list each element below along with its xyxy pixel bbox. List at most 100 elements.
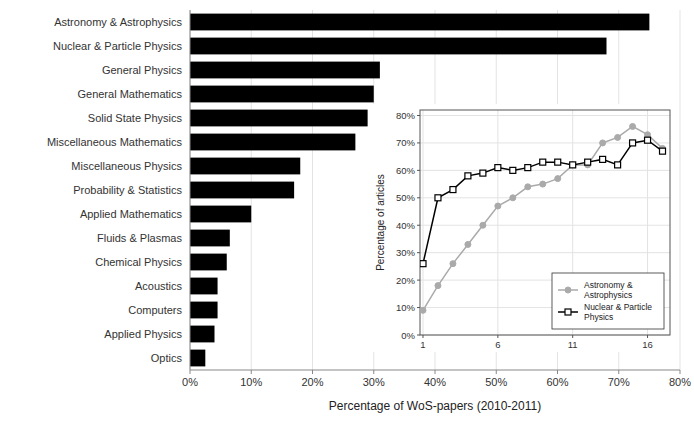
bar bbox=[190, 326, 215, 343]
tick-label: 80% bbox=[396, 110, 416, 121]
grid-line bbox=[420, 115, 670, 116]
point bbox=[435, 283, 441, 289]
point bbox=[510, 195, 516, 201]
tick-mark bbox=[618, 370, 619, 374]
line bbox=[423, 126, 663, 310]
category-label: Probability & Statistics bbox=[73, 184, 182, 196]
category-label: Computers bbox=[128, 304, 182, 316]
point bbox=[450, 261, 456, 267]
tick-label: 30% bbox=[396, 247, 416, 258]
bar bbox=[190, 62, 380, 79]
point bbox=[510, 167, 516, 173]
line bbox=[423, 140, 663, 263]
chart: Astronomy & Astrophysics Nuclear & Partic… bbox=[0, 0, 694, 424]
tick-label: 40% bbox=[396, 220, 416, 231]
tick-mark bbox=[417, 335, 420, 336]
y-axis-line bbox=[190, 10, 191, 370]
point bbox=[525, 184, 531, 190]
point bbox=[570, 162, 576, 168]
tick-label: 60% bbox=[396, 165, 416, 176]
inset-background bbox=[372, 104, 676, 352]
tick-mark bbox=[497, 335, 498, 338]
point bbox=[540, 181, 546, 187]
legend-label: Astronomy &Astrophysics bbox=[584, 280, 633, 300]
grid-line bbox=[422, 110, 423, 335]
tick-mark bbox=[251, 370, 252, 374]
tick-mark bbox=[417, 252, 420, 253]
bar-chart: Astronomy & Astrophysics Nuclear & Partic… bbox=[47, 10, 691, 413]
category-label: Nuclear & Particle Physics bbox=[53, 40, 182, 52]
tick-label: 20% bbox=[396, 275, 416, 286]
category-label: Fluids & Plasmas bbox=[97, 232, 182, 244]
grid-line bbox=[420, 197, 670, 198]
tick-label: 50% bbox=[485, 376, 507, 388]
tick-mark bbox=[417, 280, 420, 281]
bar bbox=[190, 14, 649, 31]
tick-mark bbox=[496, 370, 497, 374]
point bbox=[420, 261, 426, 267]
y-axis-label: Percentage of articles bbox=[375, 174, 386, 271]
category-label: General Mathematics bbox=[77, 88, 182, 100]
point bbox=[630, 140, 636, 146]
tick-label: 6 bbox=[495, 339, 500, 350]
point bbox=[600, 140, 606, 146]
grid-line bbox=[420, 170, 670, 171]
tick-mark bbox=[417, 307, 420, 308]
legend: Astronomy &Astrophysics Nuclear & Particl… bbox=[552, 273, 664, 329]
point bbox=[570, 162, 576, 168]
tick-mark bbox=[417, 142, 420, 143]
point bbox=[465, 241, 471, 247]
point bbox=[480, 170, 486, 176]
legend-label-line: Astrophysics bbox=[584, 290, 632, 300]
category-label: Acoustics bbox=[135, 280, 183, 292]
tick-label: 80% bbox=[669, 376, 691, 388]
category-label: Applied Physics bbox=[104, 328, 182, 340]
grid-line bbox=[680, 10, 681, 370]
tick-mark bbox=[680, 370, 681, 374]
tick-mark bbox=[417, 115, 420, 116]
legend-marker bbox=[565, 309, 571, 315]
point bbox=[465, 173, 471, 179]
bar bbox=[190, 254, 227, 271]
point bbox=[420, 307, 426, 313]
category-label: Applied Mathematics bbox=[80, 208, 183, 220]
tick-label: 10% bbox=[240, 376, 262, 388]
grid-line bbox=[420, 252, 670, 253]
category-label: Miscellaneous Physics bbox=[71, 160, 182, 172]
legend-label-line: Nuclear & Particle bbox=[584, 302, 652, 312]
bar bbox=[190, 38, 607, 55]
tick-label: 50% bbox=[396, 192, 416, 203]
tick-label: 16 bbox=[642, 339, 653, 350]
legend-box bbox=[552, 273, 664, 329]
tick-label: 70% bbox=[396, 137, 416, 148]
category-label: Miscellaneous Mathematics bbox=[47, 136, 183, 148]
tick-mark bbox=[572, 335, 573, 338]
tick-label: 30% bbox=[363, 376, 385, 388]
x-axis-label: Percentage of WoS-papers (2010-2011) bbox=[329, 399, 541, 413]
bar bbox=[190, 350, 205, 367]
grid-line bbox=[420, 225, 670, 226]
tick-mark bbox=[312, 370, 313, 374]
tick-mark bbox=[373, 370, 374, 374]
legend-marker bbox=[565, 287, 571, 293]
point bbox=[630, 123, 636, 129]
point bbox=[645, 137, 651, 143]
point bbox=[540, 159, 546, 165]
point bbox=[615, 134, 621, 140]
tick-mark bbox=[417, 225, 420, 226]
point bbox=[525, 165, 531, 171]
point bbox=[450, 187, 456, 193]
tick-mark bbox=[435, 370, 436, 374]
legend-label-line: Astronomy & bbox=[584, 280, 633, 290]
bar bbox=[190, 158, 300, 175]
point bbox=[555, 176, 561, 182]
point bbox=[600, 156, 606, 162]
point bbox=[660, 148, 666, 154]
category-label: Solid State Physics bbox=[88, 112, 183, 124]
bar bbox=[190, 302, 218, 319]
point bbox=[615, 162, 621, 168]
point bbox=[495, 165, 501, 171]
category-label: Astronomy & Astrophysics bbox=[54, 16, 182, 28]
tick-mark bbox=[422, 335, 423, 338]
point bbox=[480, 222, 486, 228]
